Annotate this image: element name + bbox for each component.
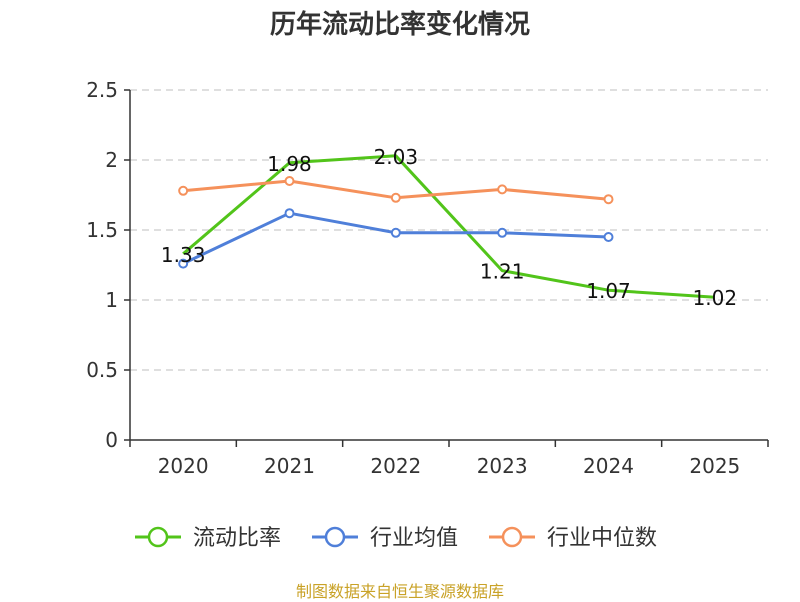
series-layer — [178, 154, 715, 299]
legend-label: 行业中位数 — [547, 526, 657, 551]
data-point — [603, 232, 614, 242]
x-tick-label: 2023 — [477, 454, 528, 478]
grid-layer — [130, 89, 768, 371]
data-point — [284, 176, 295, 186]
y-tick-label: 2.5 — [86, 78, 118, 102]
data-label: 1.33 — [161, 243, 206, 267]
data-point — [178, 258, 189, 269]
legend-swatch-marker — [324, 526, 346, 548]
y-tick-label: 1 — [105, 288, 118, 312]
legend: 流动比率 行业均值 行业中位数 — [135, 526, 657, 551]
legend-swatch-marker — [501, 526, 523, 548]
data-point — [390, 192, 401, 203]
legend-label: 行业均值 — [370, 526, 458, 551]
data-label: 1.02 — [693, 286, 738, 310]
data-point — [284, 208, 295, 219]
data-label: 2.03 — [374, 145, 419, 169]
x-tick-label: 2024 — [583, 454, 634, 478]
series-line — [182, 211, 609, 265]
series-line — [182, 154, 715, 299]
data-label: 1.98 — [267, 152, 312, 176]
data-point — [178, 185, 189, 196]
source-note: 制图数据来自恒生聚源数据库 — [295, 582, 504, 601]
y-tick-label: 2 — [105, 148, 118, 172]
data-label: 1.21 — [480, 260, 525, 284]
y-tick-label: 1.5 — [86, 218, 118, 242]
chart-title: 历年流动比率变化情况 — [269, 10, 530, 40]
x-tick-label: 2025 — [689, 454, 740, 478]
data-point — [390, 227, 401, 238]
data-point — [603, 194, 614, 205]
data-point — [497, 227, 508, 238]
data-point — [497, 184, 508, 195]
data-label: 1.07 — [586, 279, 631, 303]
legend-label: 流动比率 — [193, 526, 281, 551]
axis-layer: 0 0.5 1 1.5 2 2.5 2020 2021 2022 2023 2024 2025 — [86, 78, 769, 478]
legend-swatch-marker — [147, 526, 169, 548]
y-tick-label: 0.5 — [86, 358, 118, 382]
y-tick-label: 0 — [105, 428, 118, 452]
x-tick-label: 2020 — [158, 454, 209, 478]
data-label-layer: 1.33 1.98 2.03 1.21 1.07 1.02 — [161, 145, 737, 310]
x-tick-label: 2021 — [264, 454, 315, 478]
x-tick-label: 2022 — [370, 454, 421, 478]
